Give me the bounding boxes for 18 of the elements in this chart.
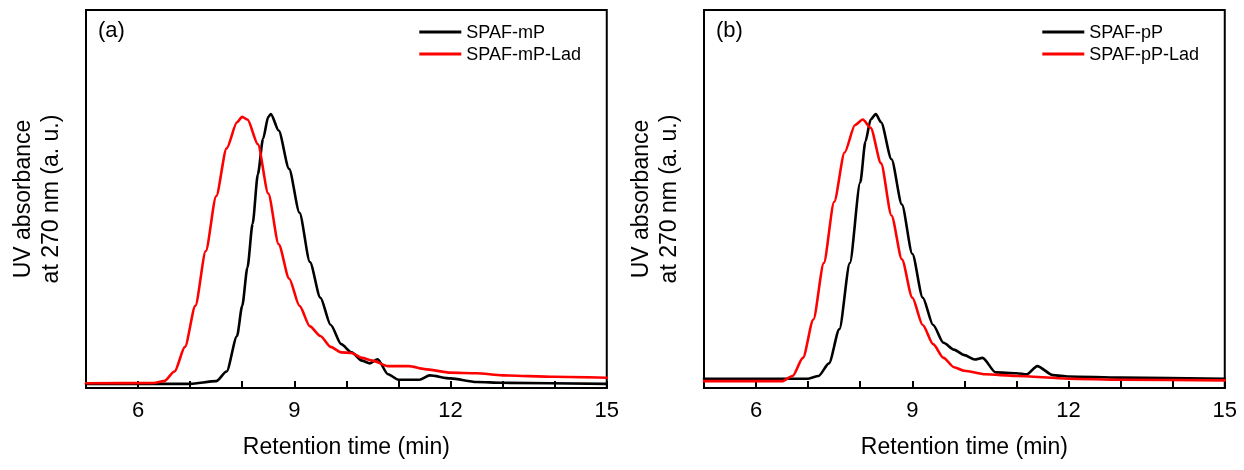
- legend-label: SPAF-pP-Lad: [1089, 44, 1199, 64]
- x-axis-title: Retention time (min): [242, 432, 450, 459]
- x-tick-label: 9: [288, 396, 301, 422]
- text: (b): [716, 16, 743, 42]
- x-tick-label: 9: [906, 396, 919, 422]
- x-tick-label: 12: [1056, 396, 1081, 422]
- legend-label: SPAF-mP: [466, 22, 545, 42]
- legend-label: SPAF-mP-Lad: [466, 44, 582, 64]
- x-tick-label: 15: [594, 396, 620, 422]
- legend-label: SPAF-pP: [1089, 22, 1163, 42]
- x-tick-label: 6: [131, 396, 145, 422]
- text: (a): [98, 16, 125, 42]
- y-axis-title: UV absorbance at 270 nm (a. u.): [9, 114, 63, 284]
- y-axis-title: UV absorbance at 270 nm (a. u.): [627, 114, 681, 284]
- x-tick-label: 6: [749, 396, 763, 422]
- x-axis-title: Retention time (min): [860, 432, 1068, 459]
- x-tick-label: 15: [1212, 396, 1238, 422]
- x-tick-label: 12: [438, 396, 463, 422]
